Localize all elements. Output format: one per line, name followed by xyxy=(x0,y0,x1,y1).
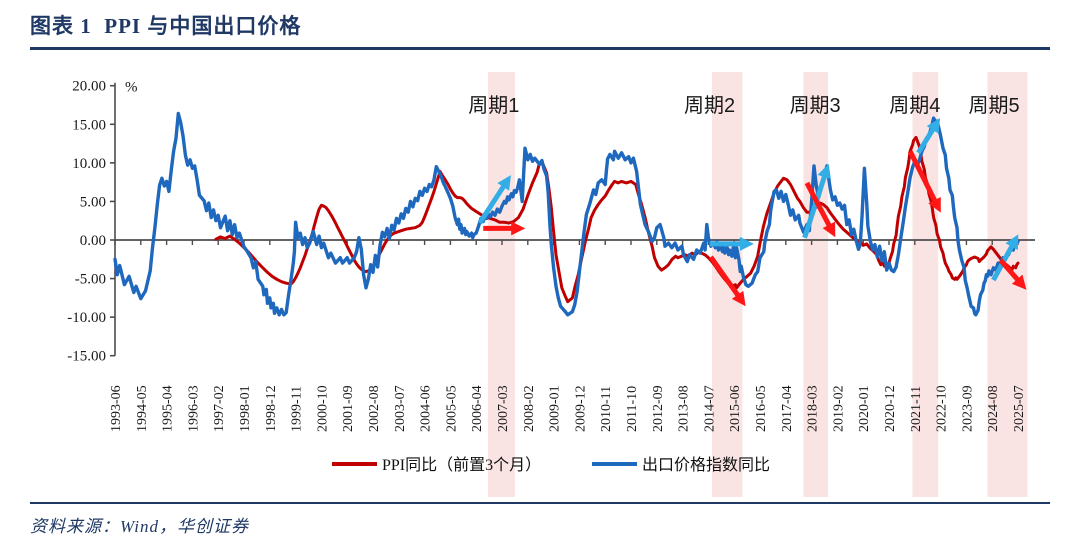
x-tick-label: 2005-05 xyxy=(444,385,459,432)
x-tick-label: 2011-10 xyxy=(625,386,640,432)
y-tick-label: -5.00 xyxy=(75,272,106,288)
x-tick-label: 2015-06 xyxy=(728,385,743,432)
source-note: 资料来源：Wind，华创证券 xyxy=(30,517,249,536)
x-tick-label: 2010-11 xyxy=(599,386,614,432)
footer-rule xyxy=(30,502,1050,504)
series-export-price xyxy=(113,111,1020,317)
x-tick-label: 2009-12 xyxy=(573,385,588,432)
x-tick-label: 2021-11 xyxy=(909,386,924,432)
x-tick-label: 2012-09 xyxy=(651,385,666,432)
cyan-trend-arrow xyxy=(916,117,941,155)
x-tick-label: 2020-12 xyxy=(883,385,898,432)
red-trend-arrow xyxy=(907,150,941,213)
x-tick-label: 1998-12 xyxy=(264,385,279,432)
cycle-label: 周期3 xyxy=(790,95,841,117)
cycle-label: 周期1 xyxy=(468,95,519,117)
x-tick-label: 2014-07 xyxy=(702,385,717,432)
cycle-label: 周期5 xyxy=(969,95,1020,117)
y-axis-unit: % xyxy=(125,80,138,96)
x-tick-label: 2002-08 xyxy=(367,385,382,432)
x-tick-label: 2009-01 xyxy=(548,385,563,432)
x-tick-label: 2024-08 xyxy=(986,385,1001,432)
legend-label-ppi: PPI同比（前置3个月） xyxy=(382,456,541,474)
y-tick-label: 5.00 xyxy=(80,194,106,210)
x-tick-label: 2006-04 xyxy=(470,385,485,432)
y-tick-label: -10.00 xyxy=(67,310,106,326)
x-tick-label: 2000-10 xyxy=(315,385,330,432)
red-trend-arrow xyxy=(804,181,836,238)
cyan-trend-arrow xyxy=(991,234,1019,282)
cycle-band xyxy=(803,72,829,497)
x-tick-label: 1995-04 xyxy=(161,385,176,432)
x-tick-label: 2018-03 xyxy=(806,385,821,432)
y-tick-label: 20.00 xyxy=(72,79,106,95)
cycle-label: 周期4 xyxy=(889,95,940,117)
y-tick-label: -15.00 xyxy=(67,349,106,365)
chart-title: 图表 1 PPI 与中国出口价格 xyxy=(30,14,302,38)
red-trend-arrow xyxy=(708,255,746,307)
legend-label-export: 出口价格指数同比 xyxy=(642,456,770,474)
y-tick-label: 0.00 xyxy=(80,233,106,249)
x-tick-label: 2022-10 xyxy=(935,385,950,432)
cycle-band xyxy=(912,72,939,497)
x-tick-label: 2013-08 xyxy=(677,385,692,432)
series-ppi xyxy=(214,135,1020,304)
x-tick-label: 1998-01 xyxy=(238,385,253,432)
x-tick-label: 2019-02 xyxy=(831,385,846,432)
y-tick-label: 15.00 xyxy=(72,117,106,133)
red-trend-arrow xyxy=(998,258,1027,290)
x-tick-label: 2016-05 xyxy=(754,385,769,432)
x-tick-label: 1993-06 xyxy=(109,385,124,432)
cyan-trend-arrow xyxy=(477,175,511,225)
chart-svg: 20.00 15.00 10.00 5.00 0.00 -5.00 -10.00 -15.00… xyxy=(67,72,1035,497)
y-tick-label: 10.00 xyxy=(72,156,106,172)
cycle-band xyxy=(487,72,515,497)
x-tick-label: 2004-06 xyxy=(419,385,434,432)
x-tick-label: 2007-03 xyxy=(496,385,511,432)
x-tick-label: 2017-04 xyxy=(780,385,795,432)
x-tick-label: 1996-03 xyxy=(186,385,201,432)
x-tick-label: 2003-07 xyxy=(393,385,408,432)
x-tick-label: 2023-09 xyxy=(960,385,975,432)
x-tick-label: 1997-02 xyxy=(212,385,227,432)
x-tick-label: 2020-01 xyxy=(857,385,872,432)
x-tick-label: 2008-02 xyxy=(522,385,537,432)
cycle-label: 周期2 xyxy=(684,95,735,117)
x-tick-label: 1999-11 xyxy=(290,386,305,432)
x-tick-label: 1994-05 xyxy=(135,385,150,432)
x-tick-label: 2001-09 xyxy=(341,385,356,432)
title-rule xyxy=(30,47,1050,50)
x-tick-label: 2025-07 xyxy=(1012,385,1027,432)
